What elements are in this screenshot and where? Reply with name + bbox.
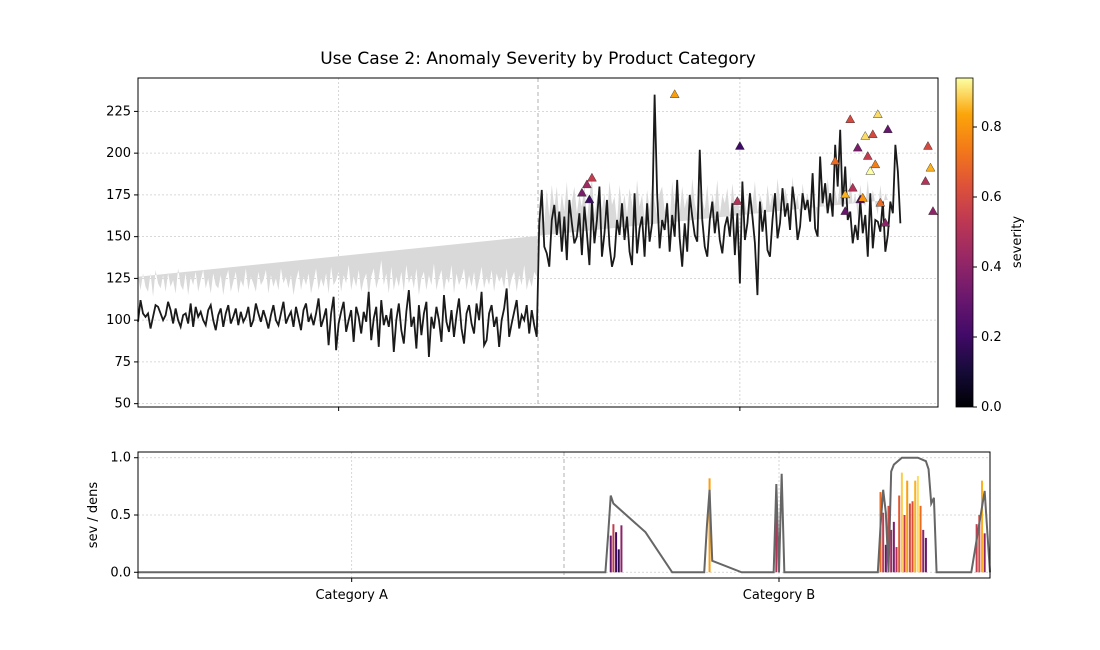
- anomaly-marker: [852, 142, 863, 152]
- severity-bar: [922, 529, 925, 573]
- main-y-tick-label: 50: [114, 397, 131, 412]
- density-line: [138, 456, 991, 574]
- anomaly-marker: [735, 141, 745, 150]
- colorbar-tick-label: 0.2: [981, 330, 1002, 345]
- severity-bar: [884, 544, 887, 573]
- main-plot-frame: [137, 77, 939, 408]
- severity-bar: [775, 515, 778, 573]
- category-tick-label: Category A: [315, 588, 388, 603]
- severity-y-tick-label: 1.0: [110, 451, 131, 466]
- anomaly-marker: [865, 166, 876, 175]
- severity-x-axis: Category A Category B: [315, 578, 815, 603]
- expected-range-band: [138, 176, 888, 297]
- severity-bar: [916, 476, 919, 573]
- severity-bar: [914, 480, 917, 573]
- severity-bar: [983, 533, 986, 573]
- anomaly-marker: [577, 187, 587, 197]
- severity-bar: [708, 478, 711, 573]
- anomaly-marker: [584, 194, 595, 204]
- anomaly-marker: [840, 189, 851, 199]
- severity-bar: [911, 501, 914, 573]
- severity-bar: [975, 524, 978, 573]
- value-line: [137, 94, 902, 357]
- severity-bar: [892, 521, 895, 573]
- severity-bar: [615, 532, 618, 573]
- severity-bar: [620, 525, 623, 573]
- colorbar: 0.0 0.2 0.4 0.6 0.8 severity: [955, 77, 1025, 415]
- severity-bar: [908, 503, 911, 573]
- anomaly-marker: [870, 159, 881, 169]
- severity-bar: [609, 535, 612, 573]
- anomaly-marker: [920, 176, 931, 185]
- anomaly-marker: [845, 114, 856, 123]
- severity-bar: [906, 480, 909, 573]
- anomaly-marker: [669, 89, 680, 98]
- severity-bar: [919, 505, 922, 573]
- severity-y-tick-label: 0.0: [110, 565, 131, 580]
- severity-bar: [980, 480, 983, 573]
- anomaly-marker: [875, 197, 886, 207]
- anomaly-marker: [880, 217, 891, 227]
- chart-title: Use Case 2: Anomaly Severity by Product …: [320, 49, 756, 69]
- severity-bar: [898, 495, 901, 573]
- anomaly-marker: [582, 179, 592, 189]
- anomaly-marker: [925, 162, 936, 172]
- main-y-axis: 50 75 100 125 150 175 200 225: [106, 104, 138, 412]
- severity-y-label: sev / dens: [86, 482, 101, 549]
- colorbar-ticks: 0.0 0.2 0.4 0.6 0.8: [973, 120, 1002, 415]
- severity-bar: [612, 524, 615, 573]
- main-y-tick-label: 125: [106, 271, 131, 286]
- severity-bar: [924, 537, 927, 573]
- anomaly-markers: [577, 89, 938, 227]
- colorbar-label: severity: [1010, 216, 1025, 269]
- severity-bar: [895, 547, 898, 573]
- anomaly-marker: [830, 156, 841, 165]
- main-y-tick-label: 100: [106, 313, 131, 328]
- anomaly-marker: [883, 124, 893, 133]
- main-x-axis: [338, 407, 741, 411]
- anomaly-marker: [872, 109, 883, 118]
- anomaly-marker: [867, 129, 878, 138]
- severity-y-axis: 0.0 0.5 1.0: [110, 451, 138, 580]
- main-y-tick-label: 150: [106, 230, 131, 245]
- anomaly-marker: [732, 196, 743, 205]
- severity-bar: [900, 472, 903, 573]
- colorbar-tick-label: 0.8: [981, 120, 1002, 135]
- anomaly-marker: [923, 141, 933, 150]
- anomaly-marker: [857, 192, 868, 202]
- severity-chart: 0.0 0.5 1.0 Category A Category B sev / den…: [86, 451, 991, 603]
- anomaly-marker: [587, 172, 597, 182]
- main-y-tick-label: 225: [106, 104, 131, 119]
- main-y-tick-label: 200: [106, 146, 131, 161]
- category-tick-label: Category B: [743, 588, 815, 603]
- colorbar-tick-label: 0.0: [981, 400, 1002, 415]
- severity-bar: [978, 515, 981, 573]
- main-y-tick-label: 175: [106, 188, 131, 203]
- severity-bar: [890, 529, 893, 573]
- anomaly-marker: [847, 182, 858, 192]
- colorbar-gradient: [955, 77, 974, 408]
- main-chart: 50 75 100 125 150 175 200 225: [106, 77, 939, 412]
- severity-bar: [882, 512, 885, 573]
- colorbar-tick-label: 0.6: [981, 190, 1002, 205]
- colorbar-tick-label: 0.4: [981, 260, 1002, 275]
- anomaly-marker: [860, 131, 871, 140]
- anomaly-marker: [862, 151, 873, 160]
- main-y-tick-label: 75: [114, 355, 131, 370]
- severity-bar: [903, 515, 906, 573]
- anomaly-marker: [840, 206, 851, 215]
- severity-bar: [617, 549, 620, 573]
- anomaly-marker: [928, 206, 938, 215]
- severity-y-tick-label: 0.5: [110, 508, 131, 523]
